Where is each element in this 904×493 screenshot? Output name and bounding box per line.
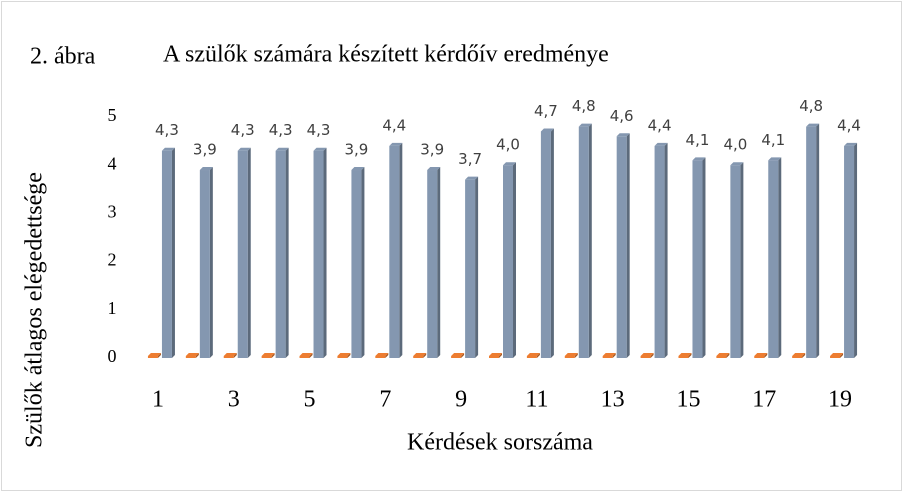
bar [313,147,327,358]
value-label: 4,0 [723,136,747,154]
bar [716,353,730,358]
x-tick-label: 7 [379,387,391,413]
bar [526,353,540,358]
x-tick-label: 5 [304,387,316,413]
value-label: 4,4 [382,116,406,134]
bar [389,142,403,358]
y-tick-label: 3 [108,202,117,222]
bar [692,157,706,358]
bar [602,353,616,358]
bar [147,353,161,358]
value-label: 4,7 [534,102,558,120]
bar [730,162,744,358]
value-label: 4,3 [307,121,331,139]
x-tick-label: 19 [828,387,852,413]
bar [161,147,175,358]
bar [337,353,351,358]
x-tick-label: 13 [601,387,625,413]
value-label: 4,3 [231,121,255,139]
value-label: 4,3 [155,121,179,139]
y-tick-label: 0 [108,346,117,366]
y-tick-label: 1 [108,298,117,318]
bar [830,353,844,358]
bar [792,353,806,358]
value-label: 3,9 [193,141,217,159]
bar [844,142,858,358]
x-tick-label: 11 [525,387,548,413]
value-label: 4,8 [572,97,596,115]
x-axis-label: Kérdések sorszáma [407,430,593,456]
value-label: 4,1 [686,131,710,149]
bar [427,167,441,358]
bar [223,353,237,358]
y-tick-label: 4 [108,153,117,173]
x-tick-label: 15 [676,387,700,413]
bar [299,353,313,358]
bar [199,167,213,358]
x-tick-label: 9 [455,387,467,413]
bar [540,128,554,358]
x-tick-label: 3 [228,387,240,413]
bar [678,353,692,358]
bar [261,353,275,358]
x-tick-label: 17 [752,387,776,413]
bar [806,123,820,358]
bar [578,123,592,358]
y-tick-label: 2 [108,250,117,270]
bar [503,162,516,358]
value-label: 3,7 [458,150,482,168]
bar [465,176,479,358]
x-tick-label: 1 [152,387,164,413]
bar [489,353,502,358]
value-label: 4,3 [269,121,293,139]
value-label: 3,9 [344,141,368,159]
value-label: 4,6 [610,107,634,125]
value-label: 4,0 [496,136,520,154]
bar [413,353,427,358]
bar [564,353,578,358]
bar [754,353,768,358]
y-tick-label: 5 [108,105,117,125]
chart-title: A szülők számára készített kérdőív eredm… [163,42,609,68]
y-axis-label: Szülők átlagos elégedettsége [22,172,48,448]
bar [375,353,389,358]
bar [616,133,630,358]
bar [185,353,199,358]
value-label: 4,1 [761,131,785,149]
bar [237,147,251,358]
value-label: 4,8 [799,97,823,115]
bar [654,142,668,358]
bar [351,167,365,358]
value-label: 3,9 [420,141,444,159]
bar [768,157,782,358]
value-label: 4,4 [648,116,672,134]
bar [275,147,289,358]
figure-number: 2. ábra [30,44,96,70]
bar [640,353,654,358]
bar [451,353,465,358]
value-label: 4,4 [837,116,861,134]
